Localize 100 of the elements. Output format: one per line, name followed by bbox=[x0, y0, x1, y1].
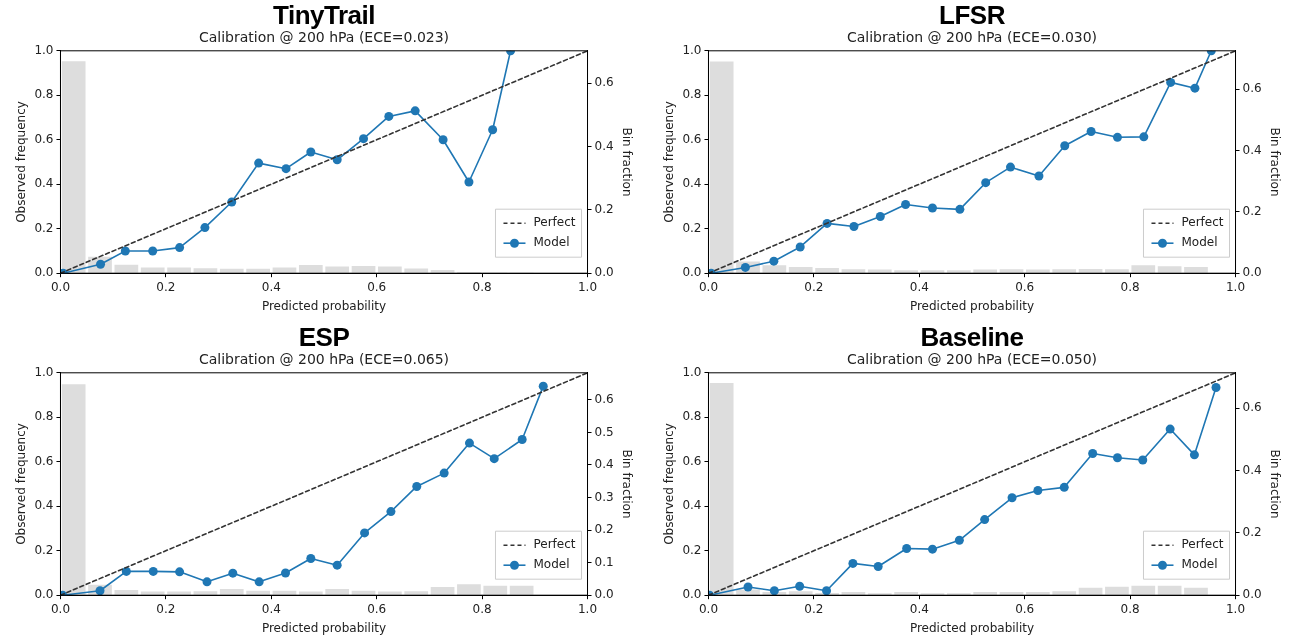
x-axis-title: Predicted probability bbox=[909, 620, 1035, 635]
y2-axis-title: Bin fraction bbox=[1267, 127, 1282, 197]
x-tick-label: 0.8 bbox=[472, 601, 492, 616]
point bbox=[1088, 449, 1098, 459]
y2-tick-label: 0.0 bbox=[1242, 587, 1262, 602]
bar bbox=[298, 591, 323, 595]
bar bbox=[1026, 592, 1050, 595]
x-tick-label: 0.6 bbox=[1015, 601, 1035, 616]
y-axis-title: Observed frequency bbox=[662, 101, 677, 223]
y-tick-label: 0.4 bbox=[682, 498, 702, 513]
y-tick-label: 0.2 bbox=[682, 220, 702, 235]
point bbox=[332, 560, 342, 570]
y2-tick-label: 0.2 bbox=[1242, 203, 1262, 218]
bar bbox=[114, 589, 139, 595]
bar bbox=[193, 268, 218, 273]
point bbox=[200, 223, 210, 233]
x-tick-label: 0.0 bbox=[698, 279, 719, 294]
x-axis-title: Predicted probability bbox=[261, 620, 387, 635]
y-tick-label: 0.8 bbox=[34, 87, 54, 102]
x-tick-label: 0.2 bbox=[804, 601, 824, 616]
y-tick-label: 0.0 bbox=[682, 587, 702, 602]
bar bbox=[973, 269, 998, 273]
bar bbox=[140, 267, 165, 273]
y-tick-label: 0.0 bbox=[34, 587, 54, 602]
point bbox=[1007, 493, 1017, 503]
y2-tick-label: 0.5 bbox=[594, 424, 614, 439]
bar bbox=[894, 270, 918, 273]
y-tick-label: 0.0 bbox=[682, 265, 702, 280]
point bbox=[386, 507, 396, 517]
bar bbox=[709, 383, 734, 595]
point bbox=[769, 256, 779, 266]
x-tick-label: 0.6 bbox=[1015, 279, 1035, 294]
point bbox=[439, 468, 449, 478]
bar bbox=[1184, 267, 1208, 273]
y-tick-label: 0.6 bbox=[682, 453, 702, 468]
x-tick-label: 0.8 bbox=[1120, 279, 1140, 294]
x-axis-title: Predicted probability bbox=[261, 298, 387, 313]
point bbox=[254, 577, 264, 587]
bar bbox=[788, 591, 813, 595]
point bbox=[306, 554, 316, 563]
y-tick-label: 1.0 bbox=[34, 42, 54, 57]
chart-subtitle: Calibration @ 200 hPa (ECE=0.050) bbox=[846, 351, 1098, 368]
bar bbox=[61, 384, 86, 595]
bar bbox=[457, 584, 481, 595]
point bbox=[488, 125, 498, 135]
y2-tick-label: 0.4 bbox=[594, 457, 614, 472]
y-tick-label: 0.8 bbox=[682, 87, 702, 102]
chart-title: ESP bbox=[297, 322, 351, 352]
y2-tick-label: 0.6 bbox=[594, 391, 614, 406]
bar bbox=[378, 266, 402, 273]
point bbox=[955, 204, 965, 214]
bar bbox=[219, 589, 244, 595]
x-tick-label: 1.0 bbox=[1225, 601, 1246, 616]
point bbox=[538, 381, 548, 391]
y-tick-label: 0.0 bbox=[34, 265, 54, 280]
x-tick-label: 0.8 bbox=[472, 279, 492, 294]
point bbox=[464, 438, 474, 448]
point bbox=[175, 243, 185, 253]
x-tick-label: 1.0 bbox=[1225, 279, 1246, 294]
y-tick-label: 0.8 bbox=[682, 409, 702, 424]
point bbox=[175, 567, 185, 577]
y-tick-label: 0.4 bbox=[34, 176, 54, 191]
y2-axis-title: Bin fraction bbox=[619, 449, 634, 519]
bar bbox=[1078, 268, 1103, 273]
bar bbox=[999, 592, 1024, 595]
x-tick-label: 0.8 bbox=[1120, 601, 1140, 616]
point bbox=[464, 177, 474, 187]
point bbox=[901, 199, 911, 209]
y-tick-label: 0.2 bbox=[682, 542, 702, 557]
y-tick-label: 0.4 bbox=[682, 176, 702, 191]
bar bbox=[1157, 585, 1182, 595]
bar bbox=[509, 585, 534, 595]
bar bbox=[61, 61, 86, 273]
y2-tick-label: 0.4 bbox=[1242, 462, 1262, 477]
x-axis-title: Predicted probability bbox=[909, 298, 1035, 313]
bar bbox=[1052, 591, 1077, 595]
point bbox=[1189, 450, 1199, 460]
y-axis-title: Observed frequency bbox=[14, 423, 29, 545]
legend-label: Perfect bbox=[1181, 215, 1224, 230]
bar bbox=[351, 590, 376, 595]
point bbox=[927, 203, 937, 213]
bar bbox=[762, 265, 787, 273]
point bbox=[254, 158, 264, 168]
point bbox=[148, 566, 158, 576]
y2-tick-label: 0.0 bbox=[1242, 265, 1262, 280]
point bbox=[489, 454, 499, 464]
chart-title: LFSR bbox=[938, 0, 1006, 30]
point bbox=[1166, 77, 1176, 87]
x-tick-label: 1.0 bbox=[577, 279, 598, 294]
point bbox=[1138, 455, 1148, 465]
point bbox=[412, 481, 422, 491]
legend-label: Model bbox=[1181, 235, 1218, 250]
bar bbox=[378, 591, 402, 595]
y2-tick-label: 0.6 bbox=[1242, 400, 1262, 415]
point bbox=[1190, 83, 1200, 93]
bar bbox=[167, 591, 191, 595]
point bbox=[848, 558, 858, 568]
point bbox=[980, 515, 990, 525]
point bbox=[769, 586, 779, 596]
legend-label: Perfect bbox=[533, 537, 576, 552]
